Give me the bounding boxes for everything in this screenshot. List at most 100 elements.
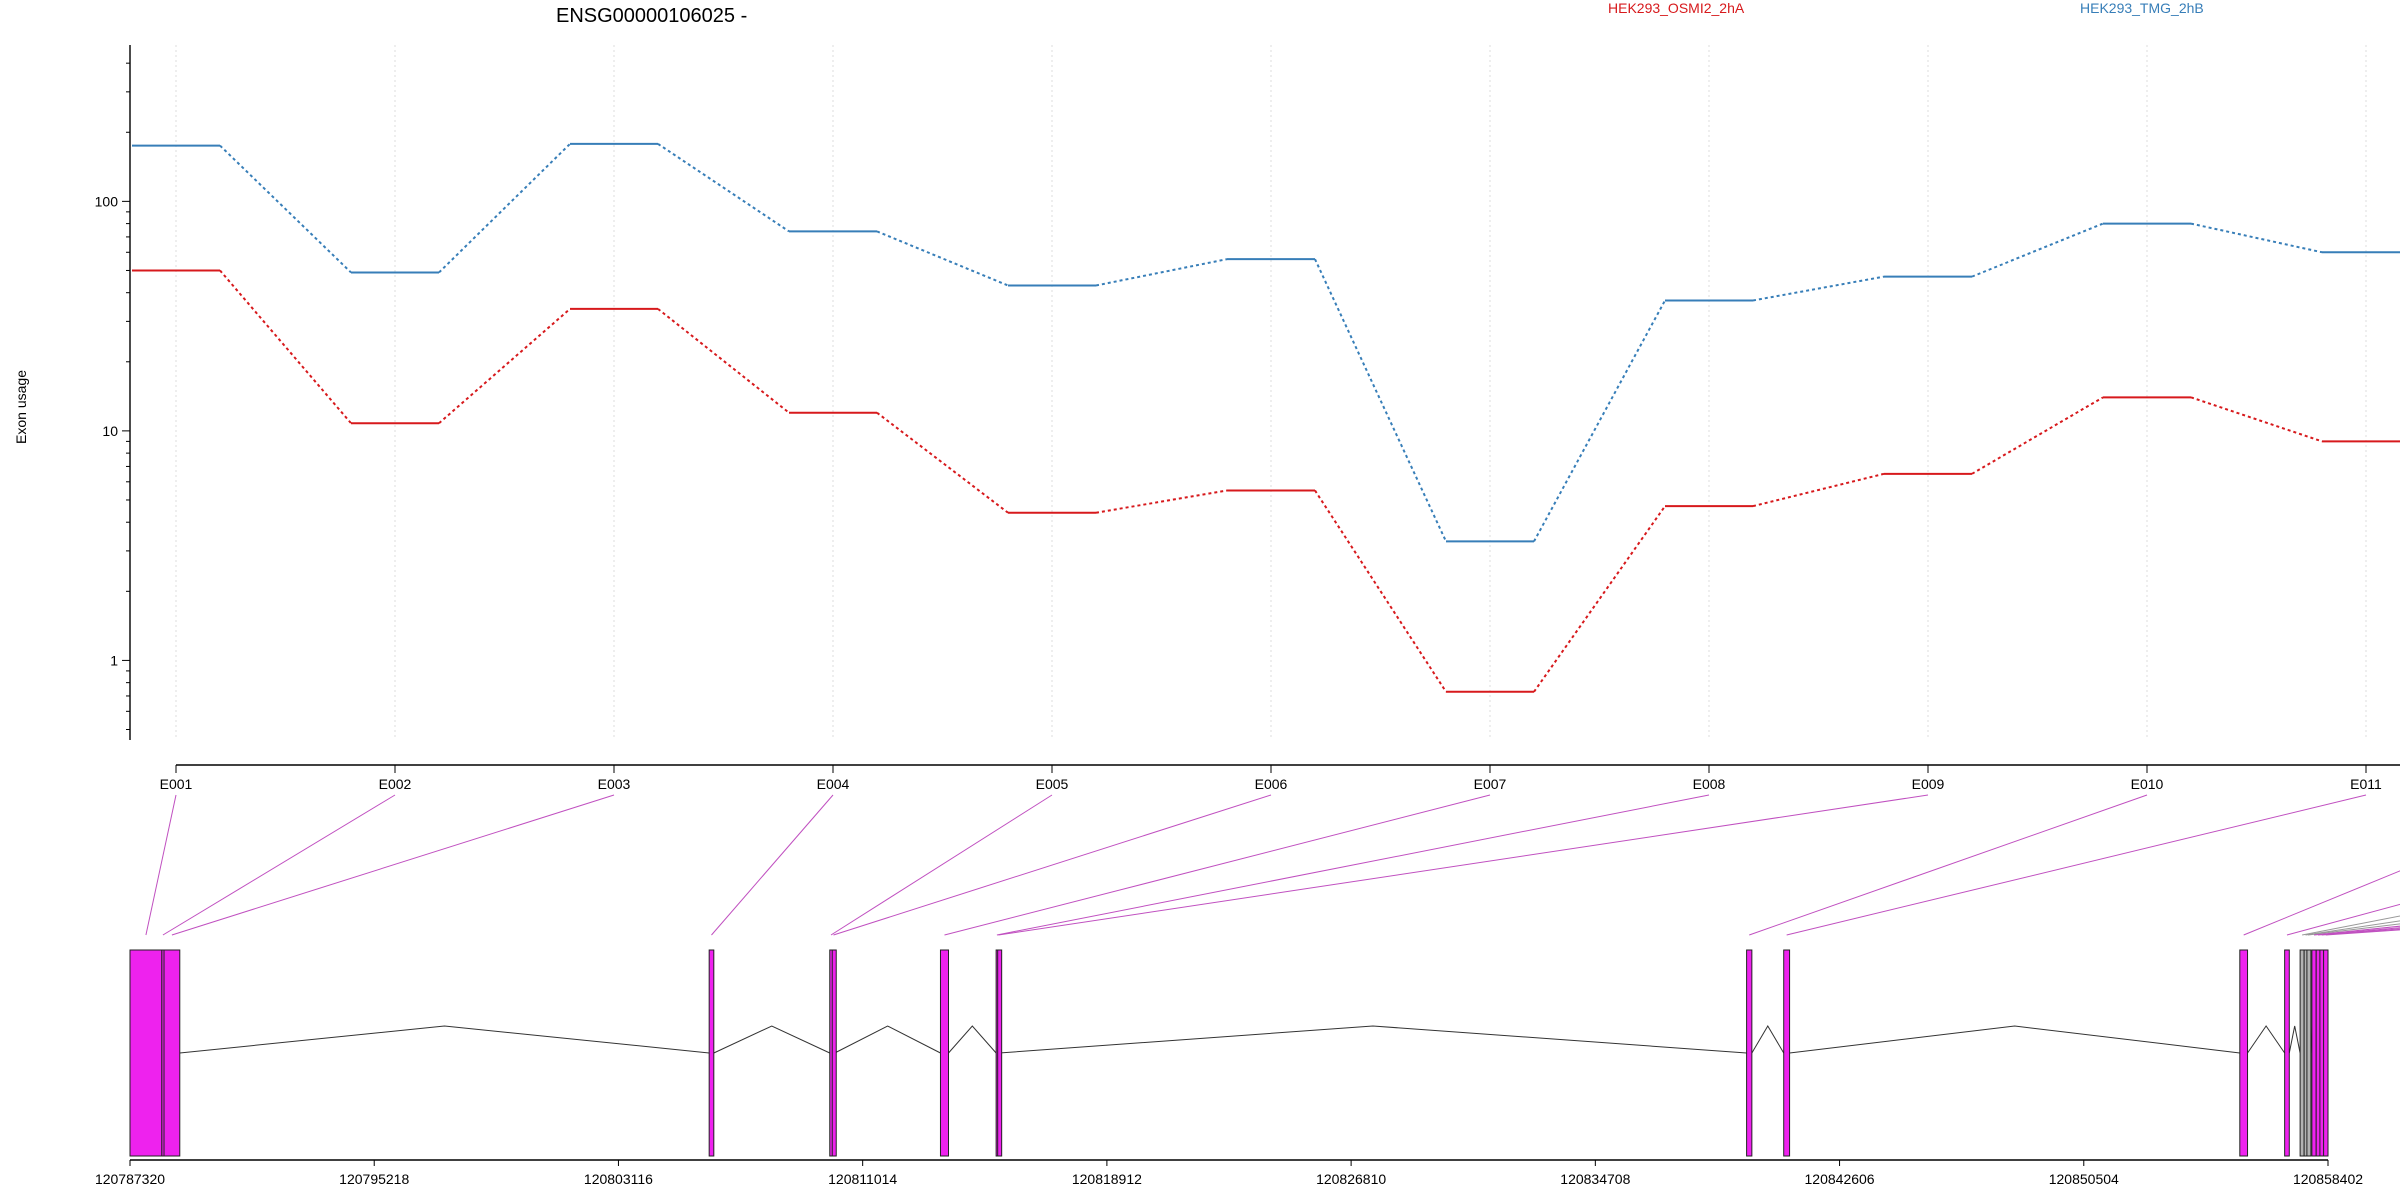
exon-label: E004	[817, 776, 850, 792]
exon-box	[2311, 949, 2317, 1157]
exon-box	[708, 949, 715, 1157]
series-transition	[876, 411, 1009, 514]
gene-model	[129, 949, 2329, 1157]
coord-tick-label: 120795218	[339, 1171, 409, 1187]
intron-line	[948, 1025, 997, 1054]
exon-label: E003	[598, 776, 631, 792]
genomic-coordinate-axis: 120787320 120795218 120803116 120811014 1208…	[95, 1159, 2363, 1187]
exon-box	[1783, 949, 1791, 1157]
y-tick-label: 10	[102, 423, 118, 439]
series-transition	[657, 308, 790, 414]
coord-tick-label: 120834708	[1560, 1171, 1630, 1187]
series-transition	[1314, 258, 1447, 542]
exon-connector	[998, 794, 1929, 936]
exon-box	[163, 949, 181, 1157]
intron-line	[179, 1025, 710, 1054]
exon-connector	[162, 794, 396, 936]
intron-line	[1751, 1025, 1785, 1054]
series-transition	[438, 143, 571, 274]
y-tick-label: 1	[110, 652, 118, 668]
series-transition	[876, 230, 1009, 287]
series-transition	[1971, 396, 2104, 475]
series-transition	[657, 143, 790, 233]
series-transition	[219, 144, 352, 274]
exon-box	[1746, 949, 1753, 1157]
exon-label: E009	[1912, 776, 1945, 792]
exon-connector	[711, 794, 834, 936]
series-transition	[438, 308, 571, 424]
exon-label: E007	[1474, 776, 1507, 792]
exon-label: E005	[1036, 776, 1069, 792]
series-1	[132, 269, 2400, 693]
series-transition	[2190, 222, 2323, 254]
coord-tick-label: 120811014	[828, 1171, 897, 1187]
series-transition	[219, 269, 352, 424]
intron-line	[2247, 1025, 2286, 1054]
exon-connector	[1786, 794, 2367, 936]
series-2	[132, 142, 2400, 543]
exon-connector	[830, 794, 1053, 936]
exon-box	[2323, 949, 2329, 1157]
y-axis-label: Exon usage	[13, 370, 29, 444]
legend-entry-osmi2: HEK293_OSMI2_2hA	[1608, 0, 1745, 16]
exon-axis: E001 E002 E003 E004 E005 E006 E007 E008 E009 E010…	[160, 764, 2400, 792]
exon-box	[2284, 949, 2290, 1157]
coord-tick-label: 120803116	[584, 1171, 653, 1187]
exon-connector	[2321, 928, 2400, 936]
exon-connector	[145, 794, 177, 936]
intron-line	[1789, 1025, 2240, 1054]
exon-connector	[171, 794, 615, 936]
legend-entry-tmg: HEK293_TMG_2hB	[2080, 0, 2204, 16]
coord-tick-label: 120818912	[1072, 1171, 1142, 1187]
series-transition	[1314, 489, 1447, 693]
intron-line	[834, 1025, 941, 1054]
exon-connector	[2313, 925, 2400, 936]
exon-connector	[2305, 920, 2400, 936]
series-transition	[1095, 489, 1228, 514]
exon-label: E008	[1693, 776, 1726, 792]
exon-connector	[1749, 794, 2148, 936]
series-transition	[1971, 222, 2104, 278]
exon-connector	[996, 794, 1710, 936]
series-transition	[1095, 258, 1228, 287]
coord-tick-label: 120850504	[2049, 1171, 2119, 1187]
y-tick-label: 100	[95, 193, 119, 209]
series-layer	[132, 142, 2400, 693]
exon-connector	[2307, 923, 2400, 936]
coord-tick-label: 120858402	[2293, 1171, 2363, 1187]
exon-box	[997, 949, 1003, 1157]
exon-connector-layer	[145, 794, 2400, 936]
exon-label: E010	[2131, 776, 2164, 792]
series-transition	[1533, 299, 1666, 542]
coord-tick-label: 120826810	[1316, 1171, 1386, 1187]
series-transition	[1752, 275, 1885, 302]
exon-box	[939, 949, 950, 1157]
exon-box	[831, 949, 837, 1157]
chart-title: ENSG00000106025 -	[556, 5, 747, 27]
intron-line	[999, 1025, 1747, 1054]
series-transition	[1533, 505, 1666, 693]
exon-box	[129, 949, 163, 1157]
exon-connector	[2243, 870, 2400, 936]
intron-line	[2288, 1025, 2301, 1054]
exon-box	[2239, 949, 2249, 1157]
exon-connector	[833, 794, 1272, 936]
exon-connector	[2317, 927, 2400, 936]
exon-box	[2299, 949, 2305, 1157]
exon-label: E011	[2350, 776, 2382, 792]
coord-tick-label: 120842606	[1805, 1171, 1875, 1187]
intron-line	[713, 1025, 830, 1054]
series-transition	[2190, 396, 2323, 443]
exon-label: E006	[1255, 776, 1288, 792]
y-axis: 1 10 100	[95, 45, 131, 740]
grid-layer	[175, 45, 2367, 740]
exon-connector	[2286, 903, 2400, 936]
coord-tick-label: 120787320	[95, 1171, 165, 1187]
series-transition	[1752, 472, 1885, 508]
exon-label: E001	[160, 776, 193, 792]
exon-label: E002	[379, 776, 412, 792]
exon-connector	[2302, 915, 2400, 936]
exon-connector	[944, 794, 1491, 936]
exon-box	[2306, 949, 2312, 1157]
